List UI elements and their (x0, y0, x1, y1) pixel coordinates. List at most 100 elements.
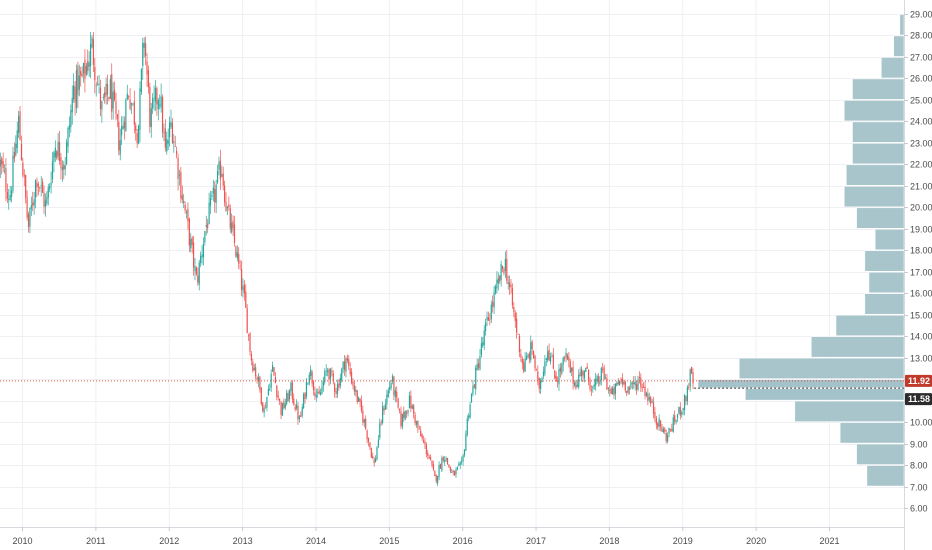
candle (662, 426, 664, 434)
candle (650, 395, 652, 407)
candle (75, 64, 78, 114)
candle (665, 429, 667, 444)
candle (352, 378, 354, 390)
candle (572, 360, 574, 390)
candle (270, 369, 272, 393)
candle (304, 392, 306, 404)
candle (376, 446, 378, 461)
candle (245, 284, 247, 308)
y-tick-label: 25.00 (910, 96, 932, 106)
candle (397, 397, 399, 410)
candle (651, 398, 653, 404)
candle (276, 384, 278, 401)
candle (424, 437, 426, 449)
candle (58, 130, 61, 165)
candle (679, 402, 681, 420)
candle (507, 275, 509, 290)
candle (231, 213, 233, 235)
candle (528, 351, 530, 364)
candle (236, 245, 238, 262)
candle (459, 461, 461, 470)
candle (135, 122, 137, 141)
price-axis[interactable]: 6.007.008.009.0010.0011.0012.0013.0014.0… (904, 10, 932, 514)
candle (494, 284, 497, 295)
candle (689, 368, 691, 392)
y-tick-label: 9.00 (910, 440, 928, 450)
candle (9, 185, 11, 202)
volume-profile-bar (864, 250, 905, 272)
candle (136, 129, 138, 148)
candle (53, 150, 55, 173)
candle (380, 419, 382, 426)
candle (181, 185, 183, 204)
x-tick-label: 2016 (453, 536, 473, 546)
candle (586, 362, 588, 369)
candle (548, 343, 550, 362)
candle (12, 146, 14, 194)
candle (627, 386, 629, 395)
candle (585, 367, 587, 372)
y-tick-label: 14.00 (910, 332, 932, 342)
candle (250, 350, 253, 366)
candle (334, 382, 336, 398)
candle (26, 190, 28, 221)
candle (643, 382, 645, 388)
y-tick-label: 21.00 (910, 182, 932, 192)
candle (465, 430, 467, 452)
candle (453, 470, 456, 476)
candle (216, 164, 219, 185)
candle (30, 196, 32, 217)
candle (253, 364, 255, 372)
candle (324, 368, 326, 385)
candle (408, 391, 411, 409)
candle (18, 110, 20, 138)
candle (288, 389, 291, 403)
candle (50, 171, 52, 194)
candle (410, 390, 412, 413)
candle (400, 406, 402, 429)
candle (287, 390, 289, 402)
candle (448, 464, 450, 468)
candle (101, 100, 103, 123)
candle (345, 356, 347, 378)
candle (414, 411, 416, 426)
candle (160, 83, 162, 113)
candle (659, 420, 662, 432)
candle (293, 393, 295, 406)
volume-profile-bar (846, 164, 905, 186)
candle (314, 386, 316, 400)
candle (674, 410, 676, 425)
candle (192, 236, 195, 276)
candle (335, 387, 337, 398)
candle (496, 271, 498, 294)
candle (301, 403, 303, 418)
candle (407, 409, 409, 417)
candle (205, 215, 207, 236)
candle (348, 355, 350, 370)
candle (47, 183, 49, 206)
candle (178, 169, 181, 186)
candle (403, 406, 405, 423)
candle (538, 377, 540, 394)
time-axis[interactable]: 2010 2011 2012 2013 2014 2015 2016 2017 2018 2019… (12, 527, 840, 546)
candle (524, 352, 526, 372)
candle (355, 386, 357, 397)
candle (130, 102, 133, 115)
candle (619, 380, 621, 386)
candle (226, 205, 229, 216)
candle (68, 116, 71, 138)
candle (441, 455, 443, 473)
candle (214, 181, 216, 213)
candle (624, 380, 626, 393)
candle (406, 410, 408, 419)
candle (439, 463, 442, 469)
candle (284, 398, 286, 411)
candle (604, 373, 607, 380)
candle (95, 81, 97, 97)
candle (163, 123, 165, 142)
candle (281, 402, 284, 416)
candle (183, 193, 185, 209)
volume-profile-bar (856, 207, 905, 229)
